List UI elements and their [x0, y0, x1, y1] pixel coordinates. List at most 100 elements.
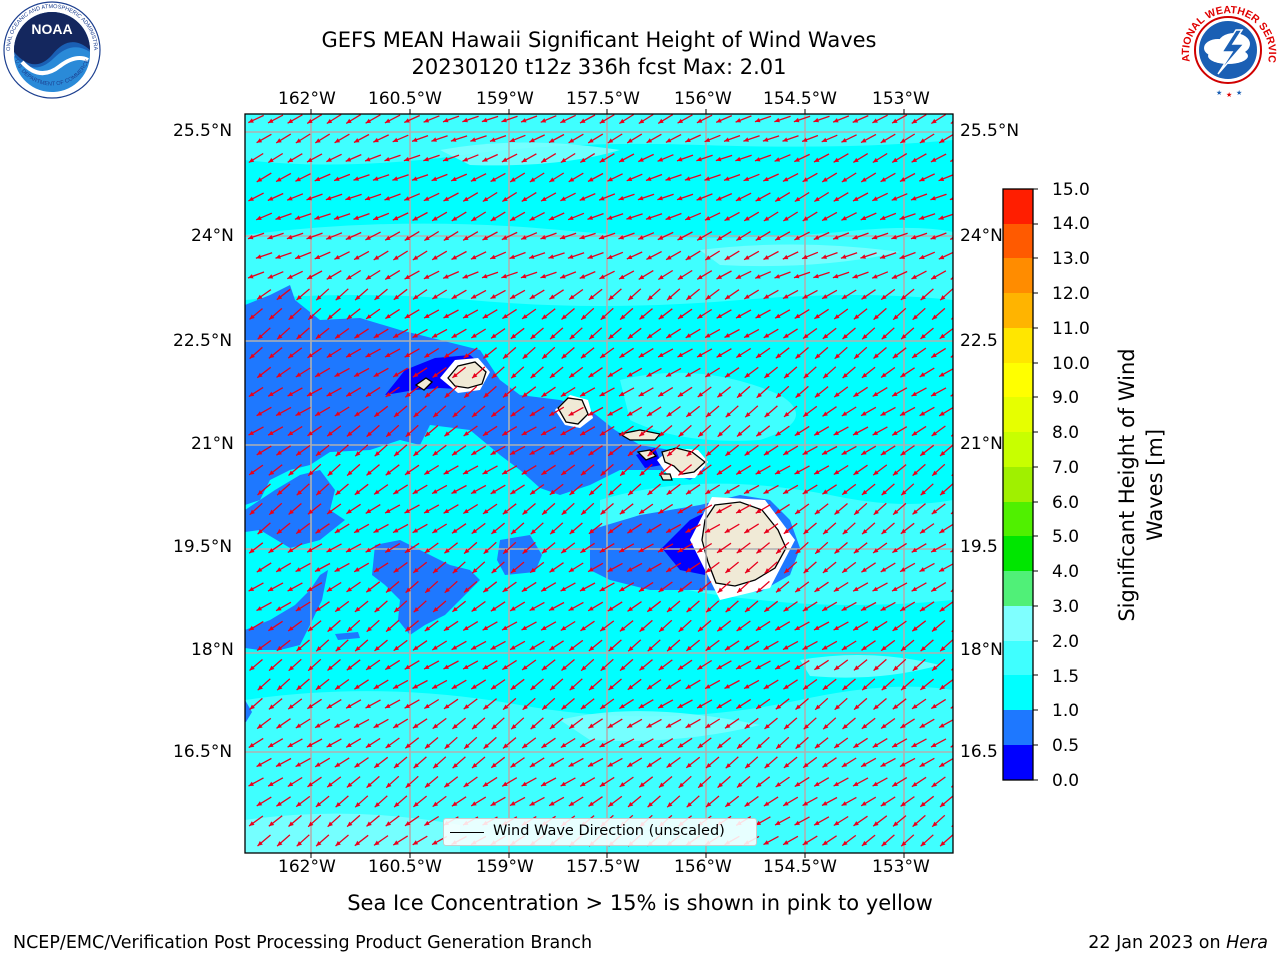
- wind-arrow-head: [522, 743, 528, 749]
- wind-arrow-head: [335, 333, 341, 339]
- wind-arrow-head: [482, 664, 489, 670]
- colorbar-segment: [1003, 606, 1033, 641]
- wind-arrow-head: [509, 254, 515, 259]
- wind-arrow-head: [736, 313, 742, 319]
- wind-arrow-head: [892, 781, 898, 787]
- wind-arrow-head: [404, 508, 410, 514]
- wind-arrow-head: [600, 314, 606, 320]
- wind-arrow-head: [295, 567, 301, 572]
- footer-machine: Hera: [1226, 933, 1268, 953]
- wind-arrow-head: [638, 587, 645, 592]
- lat-tick-right: 21°N: [960, 434, 1003, 454]
- wind-arrow-head: [451, 294, 458, 299]
- wind-arrow-head: [346, 431, 353, 437]
- wind-arrow-head: [483, 509, 489, 514]
- colorbar-segment: [1003, 641, 1033, 675]
- wind-arrow-head: [483, 392, 489, 398]
- colorbar-segment: [1003, 745, 1033, 780]
- wind-arrow-head: [706, 802, 712, 807]
- wind-arrow-head: [347, 470, 353, 476]
- wind-arrow-head: [288, 665, 294, 671]
- wind-arrow-head: [834, 353, 840, 359]
- wind-arrow-head: [347, 821, 353, 827]
- wind-arrow-head: [385, 274, 391, 280]
- wind-arrow-head: [939, 684, 946, 690]
- wind-arrow-head: [276, 294, 283, 300]
- wind-arrow-head: [491, 762, 497, 768]
- wind-arrow-head: [803, 724, 809, 730]
- wind-arrow-head: [354, 372, 360, 377]
- wind-arrow-head: [412, 255, 419, 260]
- wind-arrow-head: [861, 411, 867, 416]
- wind-arrow-head: [802, 606, 809, 612]
- wind-arrow-head: [619, 586, 625, 592]
- wind-arrow-head: [529, 137, 535, 143]
- wind-arrow-head: [413, 763, 419, 769]
- wind-arrow-head: [666, 567, 672, 572]
- wind-arrow-head: [678, 665, 684, 670]
- wind-arrow-head: [463, 235, 469, 241]
- wind-arrow-head: [335, 802, 341, 808]
- wind-arrow-head: [249, 704, 255, 710]
- wind-arrow-head: [529, 450, 535, 455]
- wind-arrow-head: [470, 177, 477, 182]
- wind-arrow-head: [628, 490, 634, 496]
- wind-arrow-head: [432, 684, 438, 689]
- wind-arrow-head: [736, 664, 742, 670]
- sea-ice-note-text: Sea Ice Concentration > 15% is shown in …: [347, 891, 933, 915]
- wind-arrow-head: [444, 392, 450, 398]
- wind-arrow-head: [560, 118, 566, 123]
- wind-arrow-head: [501, 118, 507, 123]
- wind-arrow-head: [940, 646, 946, 652]
- wind-arrow-head: [744, 528, 750, 534]
- wind-arrow-head: [912, 626, 918, 632]
- lat-tick-left: 16.5°N: [173, 742, 233, 762]
- wind-arrow-head: [561, 665, 567, 671]
- wind-arrow-head: [900, 762, 906, 767]
- wind-arrow-head: [737, 392, 743, 398]
- wind-arrow-head: [647, 606, 653, 612]
- wind-arrow-head: [940, 451, 946, 456]
- wind-arrow-head: [619, 431, 625, 436]
- wind-arrow-head: [315, 723, 321, 728]
- wind-arrow-head: [444, 431, 450, 437]
- wind-arrow-head: [296, 450, 302, 456]
- wind-arrow-head: [706, 607, 712, 613]
- wind-arrow-head: [256, 606, 262, 611]
- island-maui: [661, 447, 707, 475]
- wind-arrow-head: [276, 606, 282, 611]
- wind-arrow-head: [647, 802, 653, 808]
- wind-arrow-head: [939, 528, 945, 534]
- wind-arrow-head: [725, 294, 731, 300]
- wind-arrow-head: [334, 176, 340, 181]
- wind-arrow-head: [315, 372, 321, 377]
- wind-arrow-head: [795, 392, 801, 398]
- wind-arrow-head: [412, 528, 419, 533]
- wind-arrow-head: [696, 156, 702, 162]
- wind-arrow-head: [658, 742, 664, 748]
- wind-arrow-head: [763, 216, 770, 221]
- wind-arrow-head: [931, 782, 937, 787]
- wind-arrow-head: [783, 528, 790, 534]
- wind-arrow-head: [607, 567, 613, 572]
- colorbar-tick: 4.0: [1052, 562, 1080, 582]
- wind-arrow-head: [646, 528, 653, 533]
- wind-arrow-head: [483, 353, 489, 359]
- wind-arrow-head: [306, 235, 312, 240]
- colorbar-tick: 14.0: [1052, 214, 1090, 234]
- wind-arrow-head: [307, 704, 313, 709]
- wind-arrow-head: [393, 255, 399, 260]
- wind-arrow-head: [658, 274, 664, 280]
- wind-arrow-head: [900, 450, 906, 456]
- wind-arrow-head: [472, 763, 478, 768]
- wind-arrow-head: [900, 177, 906, 182]
- wind-arrow-head: [333, 215, 340, 220]
- wind-arrow-head: [386, 626, 392, 632]
- colorbar-segment: [1003, 675, 1033, 710]
- wind-arrow-head: [704, 176, 710, 181]
- wind-arrow-head: [873, 704, 879, 710]
- wind-arrow-head: [308, 470, 314, 476]
- wind-arrow-head: [861, 645, 867, 651]
- wind-arrow-head: [580, 470, 587, 476]
- wind-arrow-head: [599, 547, 606, 553]
